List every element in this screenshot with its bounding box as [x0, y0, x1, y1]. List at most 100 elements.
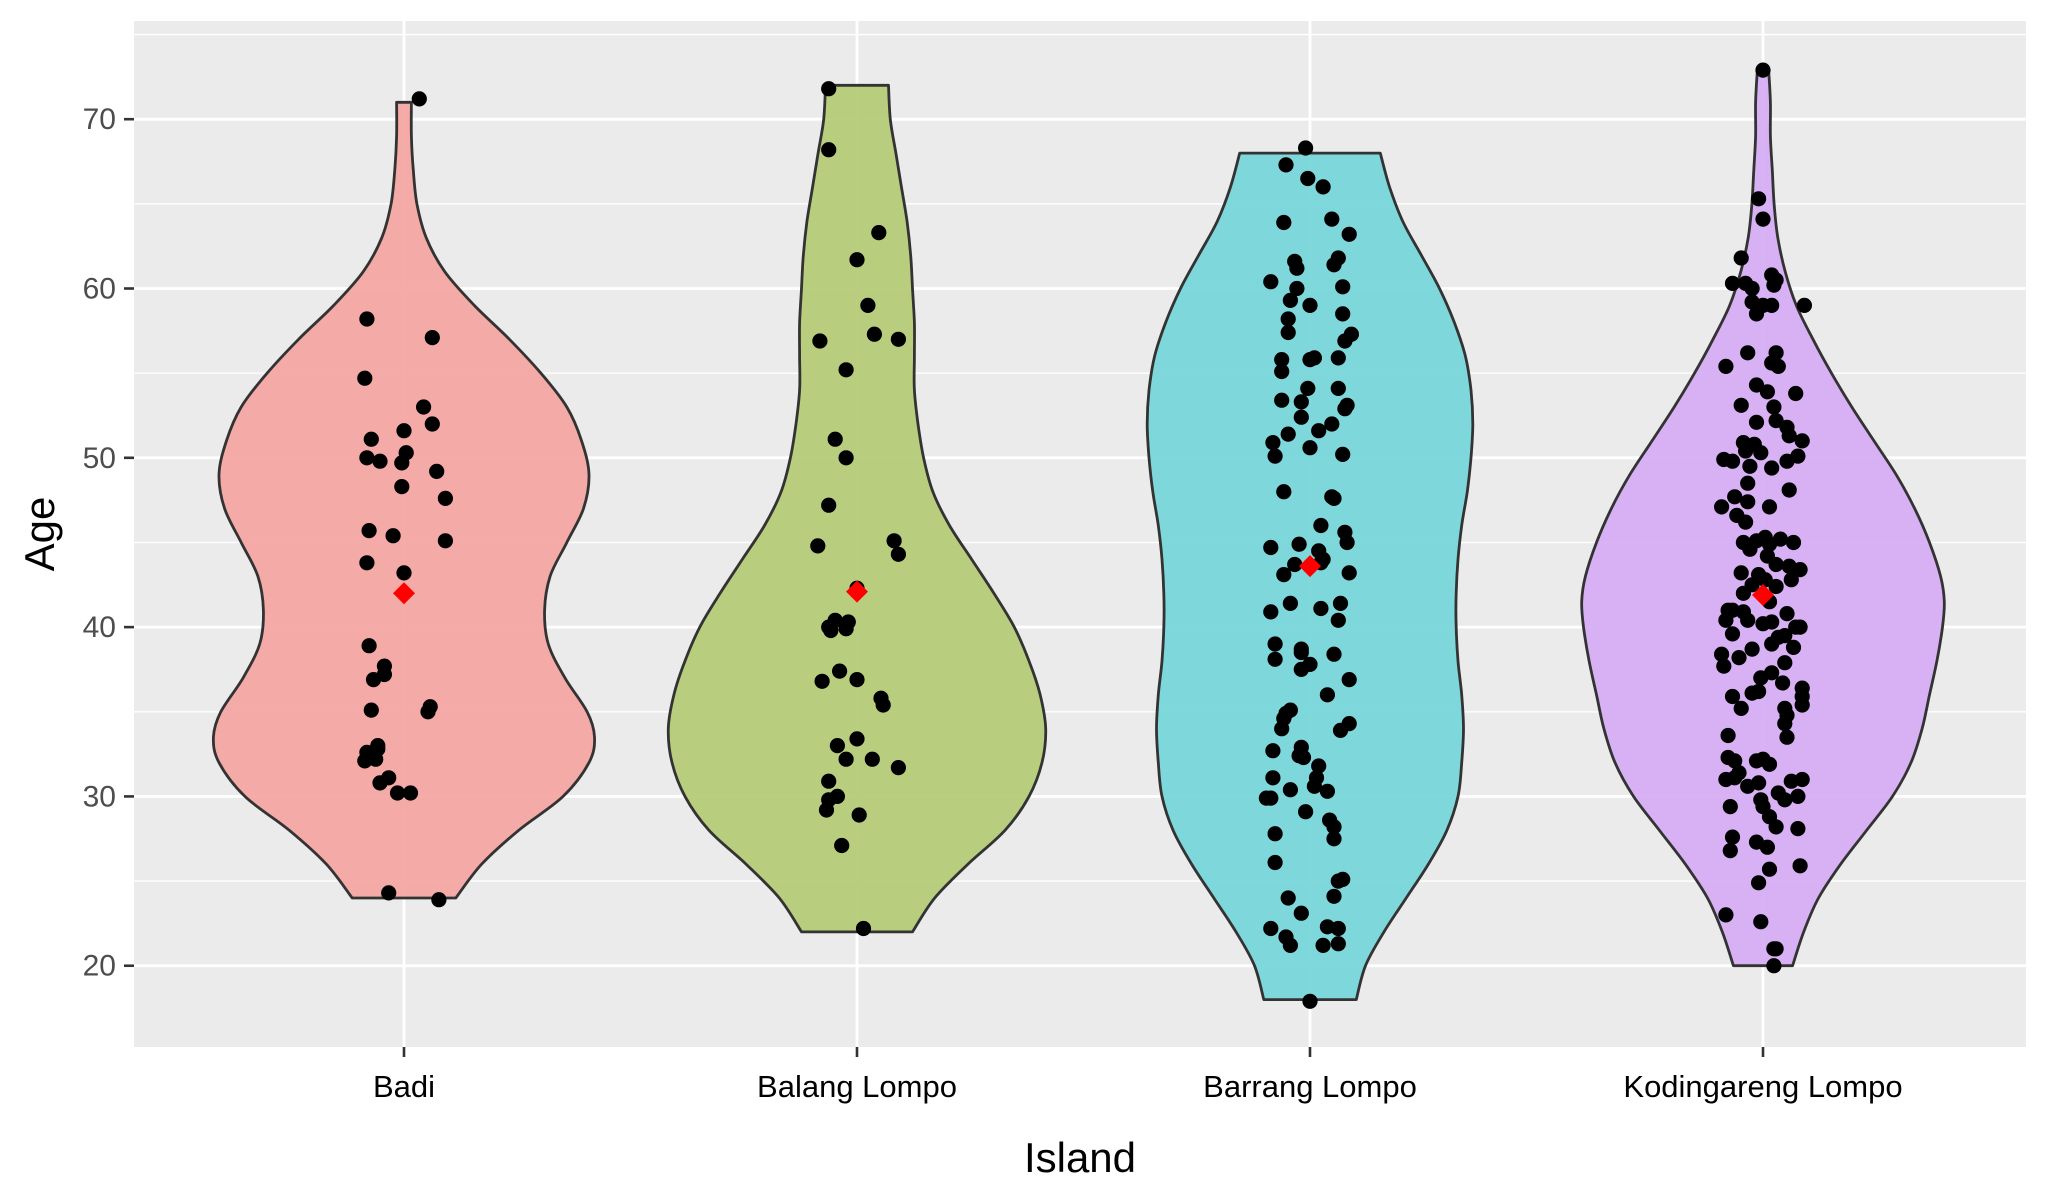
data-point — [1779, 729, 1795, 745]
x-axis-ticks: Badi Balang Lompo Barrang Lompo Kodingareng… — [373, 1047, 1903, 1104]
data-point — [866, 326, 883, 342]
data-point — [1313, 517, 1329, 534]
data-point — [1779, 606, 1795, 622]
data-point — [1724, 829, 1741, 845]
data-point — [1335, 871, 1351, 888]
data-point — [1335, 306, 1351, 322]
data-point — [1337, 333, 1353, 349]
data-point — [1332, 722, 1349, 739]
data-point — [1740, 778, 1756, 794]
data-point — [1298, 804, 1314, 820]
data-point — [1761, 756, 1778, 772]
data-point — [1794, 771, 1810, 788]
data-point — [1326, 490, 1342, 506]
data-point — [1289, 260, 1305, 276]
data-point — [359, 555, 375, 571]
data-point — [1326, 257, 1342, 273]
data-point — [1785, 639, 1802, 656]
y-axis-ticks: 20 30 40 50 60 70 — [83, 103, 134, 983]
data-point — [411, 91, 427, 107]
data-point — [1293, 905, 1309, 921]
data-point — [1339, 534, 1355, 551]
mean-marker — [1752, 583, 1774, 606]
data-point — [363, 431, 379, 447]
data-point — [1265, 770, 1281, 786]
data-point — [1781, 482, 1797, 498]
data-point — [1781, 428, 1797, 444]
data-point — [1751, 875, 1767, 891]
data-point — [372, 775, 388, 791]
y-tick-label: 40 — [83, 611, 116, 644]
data-point — [810, 538, 826, 554]
data-point — [1319, 783, 1335, 799]
data-point — [1280, 426, 1296, 442]
data-point — [1768, 556, 1784, 573]
data-point — [1335, 446, 1351, 462]
y-tick-label: 20 — [83, 950, 116, 983]
data-point — [832, 663, 848, 679]
data-point — [827, 431, 843, 447]
data-point — [420, 704, 436, 720]
data-point — [1263, 920, 1279, 937]
data-points — [357, 62, 1812, 1009]
data-point — [361, 523, 377, 539]
data-point — [838, 450, 854, 466]
data-point — [1714, 646, 1730, 662]
data-point — [1740, 494, 1756, 510]
data-point — [1341, 565, 1357, 581]
data-point — [1770, 629, 1786, 645]
mean-marker — [393, 582, 415, 605]
data-point — [1300, 380, 1316, 396]
data-point — [1731, 650, 1747, 666]
data-point — [1306, 778, 1322, 794]
data-point — [1742, 458, 1758, 474]
data-point — [823, 622, 839, 639]
data-point — [1748, 414, 1765, 430]
data-point — [385, 528, 401, 544]
data-point — [363, 702, 379, 718]
data-point — [1777, 655, 1793, 671]
data-point — [1280, 890, 1296, 906]
data-point — [851, 807, 867, 823]
data-point — [1280, 324, 1296, 341]
data-point — [1794, 697, 1810, 713]
data-point — [1755, 211, 1771, 227]
mean-marker — [846, 580, 868, 603]
data-point — [1768, 578, 1784, 595]
data-point — [1306, 350, 1322, 366]
data-point — [1727, 489, 1743, 505]
data-point — [1293, 394, 1309, 410]
data-point — [381, 885, 397, 901]
data-point — [1733, 565, 1749, 581]
data-point — [849, 731, 865, 747]
x-tick-label: Barrang Lompo — [1203, 1069, 1417, 1104]
data-point — [1718, 612, 1734, 628]
data-point — [864, 751, 880, 767]
data-point — [1783, 572, 1799, 588]
data-point — [1714, 499, 1730, 515]
data-point — [1293, 409, 1309, 425]
x-axis-title: Island — [1024, 1134, 1136, 1181]
data-point — [1790, 821, 1806, 837]
data-point — [1759, 839, 1775, 855]
data-point — [1768, 413, 1784, 429]
data-point — [1761, 499, 1778, 515]
data-point — [1335, 279, 1351, 295]
data-point — [1300, 170, 1316, 187]
data-point — [1761, 536, 1778, 552]
data-point — [855, 920, 872, 937]
data-point — [1766, 958, 1782, 974]
data-point — [359, 450, 375, 466]
data-point — [1302, 297, 1318, 313]
data-point — [890, 546, 907, 562]
data-point — [1744, 641, 1760, 657]
data-point — [1282, 937, 1298, 954]
data-point — [871, 225, 887, 241]
data-point — [1738, 514, 1754, 530]
data-point — [1274, 392, 1290, 408]
data-point — [1740, 475, 1756, 491]
data-point — [860, 297, 876, 313]
data-point — [1744, 280, 1760, 297]
data-point — [1792, 562, 1808, 578]
data-point — [1720, 727, 1736, 744]
